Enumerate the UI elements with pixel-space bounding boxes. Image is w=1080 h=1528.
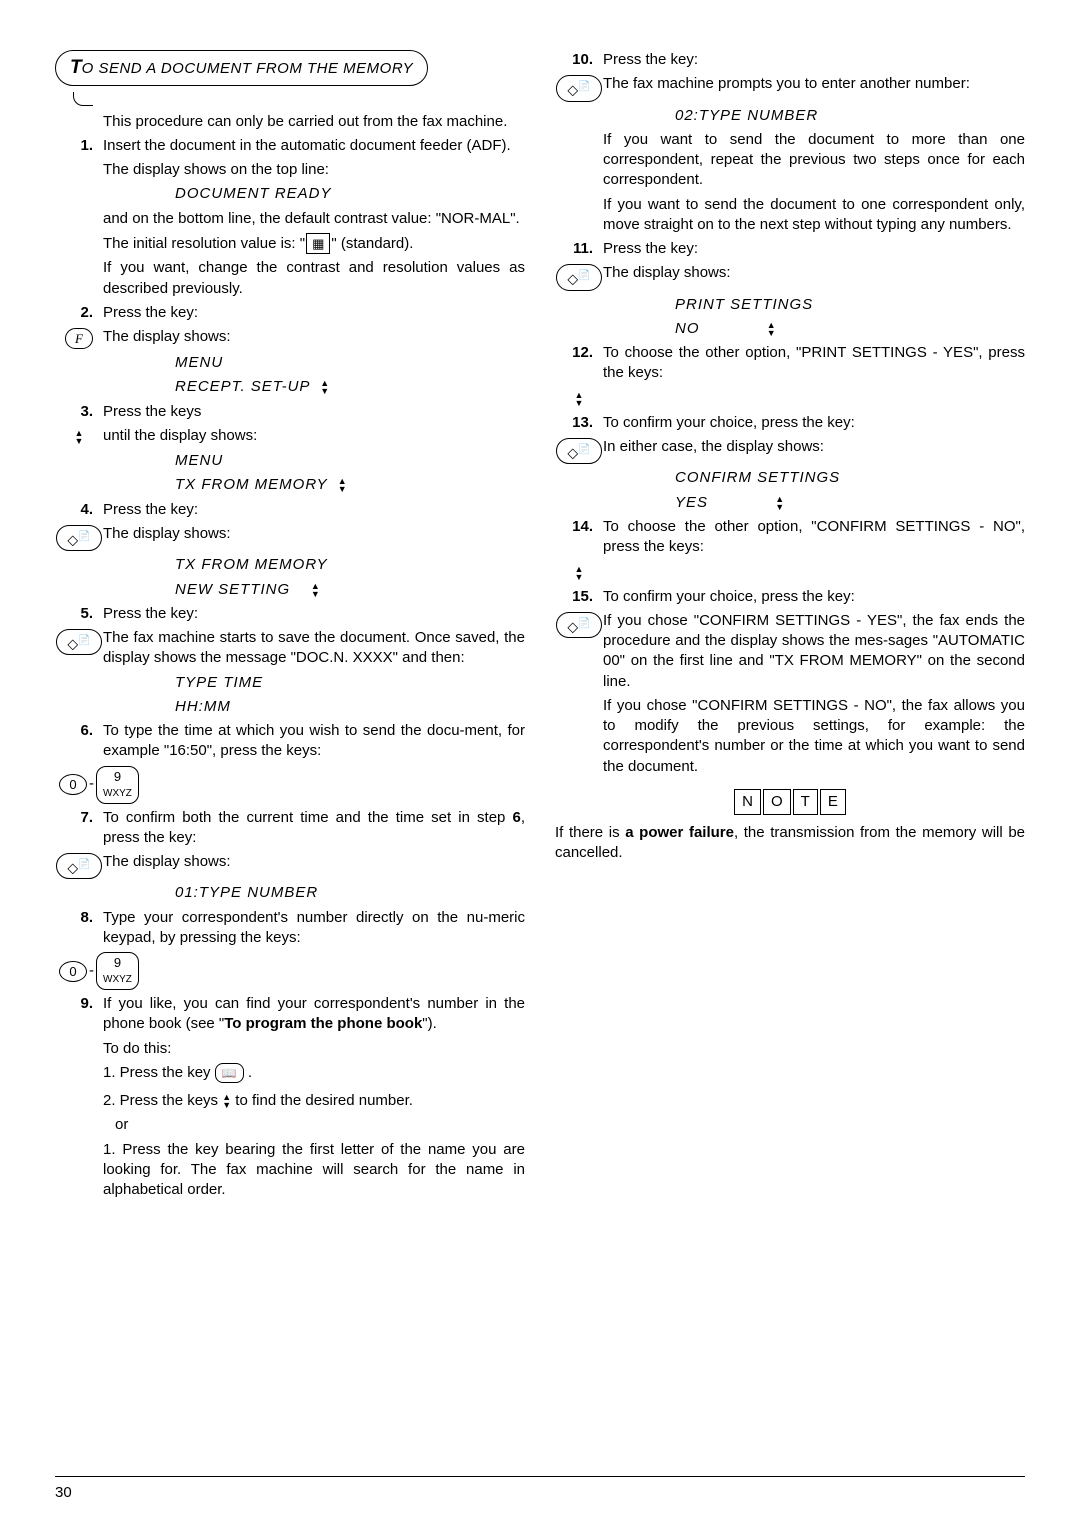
step-text: If you want to send the document to one …: [555, 195, 1025, 236]
lcd-line: TX FROM MEMORY: [55, 555, 525, 575]
step-number: 8.: [55, 908, 103, 949]
lcd-line: CONFIRM SETTINGS: [555, 468, 1025, 488]
step-number: 4.: [55, 500, 103, 520]
step-number: 12.: [555, 343, 603, 384]
updown-key-icon: [75, 429, 84, 445]
page-number: 30: [55, 1483, 1025, 1503]
step-body: Insert the document in the automatic doc…: [103, 136, 525, 156]
start-key-icon: ◇📄: [556, 612, 601, 638]
note-heading: NOTE: [555, 789, 1025, 815]
section-header: TO SEND A DOCUMENT FROM THE MEMORY: [55, 50, 428, 86]
step-text: The initial resolution value is: "▦" (st…: [55, 233, 525, 255]
step-number: 5.: [55, 604, 103, 624]
left-column: TO SEND A DOCUMENT FROM THE MEMORY This …: [55, 50, 525, 1204]
step-text: 2. Press the keys to find the desired nu…: [55, 1091, 525, 1111]
step-body: Press the key:: [103, 604, 525, 624]
start-key-icon: ◇📄: [56, 525, 101, 551]
step-text: until the display shows:: [103, 426, 525, 447]
updown-icon: [775, 495, 785, 511]
step-text: In either case, the display shows:: [603, 437, 1025, 464]
lcd-line: DOCUMENT READY: [55, 184, 525, 204]
step-text: The display shows on the top line:: [55, 160, 525, 180]
step-body: To confirm both the current time and the…: [103, 808, 525, 849]
step-number: 14.: [555, 517, 603, 558]
step-body: Press the key:: [103, 500, 525, 520]
step-number: 2.: [55, 303, 103, 323]
step-number: 7.: [55, 808, 103, 849]
step-text: The fax machine prompts you to enter ano…: [603, 74, 1025, 101]
step-text: To do this:: [55, 1039, 525, 1059]
step-text: The display shows:: [103, 852, 525, 879]
lcd-line: HH:MM: [55, 697, 525, 717]
lcd-line: NEW SETTING: [55, 580, 525, 600]
footer-divider: [55, 1476, 1025, 1477]
step-text: The display shows:: [603, 263, 1025, 290]
step-text: 1. Press the key bearing the first lette…: [55, 1140, 525, 1201]
lcd-line: YES: [555, 493, 1025, 513]
updown-icon: [320, 379, 330, 395]
start-key-icon: ◇📄: [556, 75, 601, 101]
updown-icon: [767, 321, 777, 337]
lcd-line: RECEPT. SET-UP: [55, 377, 525, 397]
step-text: If you want, change the contrast and res…: [55, 258, 525, 299]
keypad-keys-icon: 0 - 9WXYZ: [59, 766, 139, 804]
updown-key-icon: [575, 565, 584, 581]
step-text: If you chose "CONFIRM SETTINGS - YES", t…: [603, 611, 1025, 692]
lcd-line: NO: [555, 319, 1025, 339]
step-number: 10.: [555, 50, 603, 70]
lcd-line: PRINT SETTINGS: [555, 295, 1025, 315]
start-key-icon: ◇📄: [556, 438, 601, 464]
header-hook: [73, 92, 93, 106]
step-body: To confirm your choice, press the key:: [603, 413, 1025, 433]
step-number: 3.: [55, 402, 103, 422]
lcd-line: MENU: [55, 451, 525, 471]
lcd-line: 02:TYPE NUMBER: [555, 106, 1025, 126]
lcd-line: MENU: [55, 353, 525, 373]
step-number: 13.: [555, 413, 603, 433]
step-number: 15.: [555, 587, 603, 607]
step-number: 11.: [555, 239, 603, 259]
step-text: The display shows:: [103, 524, 525, 551]
step-body: Type your correspondent's number directl…: [103, 908, 525, 949]
step-text: or: [55, 1115, 525, 1135]
step-text: If you chose "CONFIRM SETTINGS - NO", th…: [555, 696, 1025, 777]
updown-icon: [311, 582, 321, 598]
intro-text: This procedure can only be carried out f…: [55, 112, 525, 132]
updown-key-icon: [222, 1093, 231, 1109]
step-text: The fax machine starts to save the docum…: [103, 628, 525, 669]
book-key-icon: 📖: [215, 1063, 244, 1083]
step-text: If you want to send the document to more…: [555, 130, 1025, 191]
step-number: 1.: [55, 136, 103, 156]
step-body: Press the keys: [103, 402, 525, 422]
step-body: To confirm your choice, press the key:: [603, 587, 1025, 607]
step-text: and on the bottom line, the default cont…: [55, 209, 525, 229]
step-body: Press the key:: [103, 303, 525, 323]
step-body: Press the key:: [603, 239, 1025, 259]
step-number: 6.: [55, 721, 103, 762]
lcd-line: TX FROM MEMORY: [55, 475, 525, 495]
lcd-line: 01:TYPE NUMBER: [55, 883, 525, 903]
keypad-keys-icon: 0 - 9WXYZ: [59, 952, 139, 990]
updown-key-icon: [575, 391, 584, 407]
lcd-line: TYPE TIME: [55, 673, 525, 693]
note-text: If there is a power failure, the transmi…: [555, 823, 1025, 864]
right-column: 10.Press the key: ◇📄 The fax machine pro…: [555, 50, 1025, 1204]
f-key-icon: F: [65, 328, 93, 349]
start-key-icon: ◇📄: [556, 264, 601, 290]
step-body: To type the time at which you wish to se…: [103, 721, 525, 762]
step-body: To choose the other option, "PRINT SETTI…: [603, 343, 1025, 384]
step-body: If you like, you can find your correspon…: [103, 994, 525, 1035]
resolution-icon: ▦: [306, 233, 330, 255]
step-number: 9.: [55, 994, 103, 1035]
step-text: 1. Press the key 📖 .: [55, 1063, 525, 1083]
step-body: Press the key:: [603, 50, 1025, 70]
updown-icon: [338, 477, 348, 493]
start-key-icon: ◇📄: [56, 853, 101, 879]
step-body: To choose the other option, "CONFIRM SET…: [603, 517, 1025, 558]
step-text: The display shows:: [103, 327, 525, 349]
start-key-icon: ◇📄: [56, 629, 101, 655]
